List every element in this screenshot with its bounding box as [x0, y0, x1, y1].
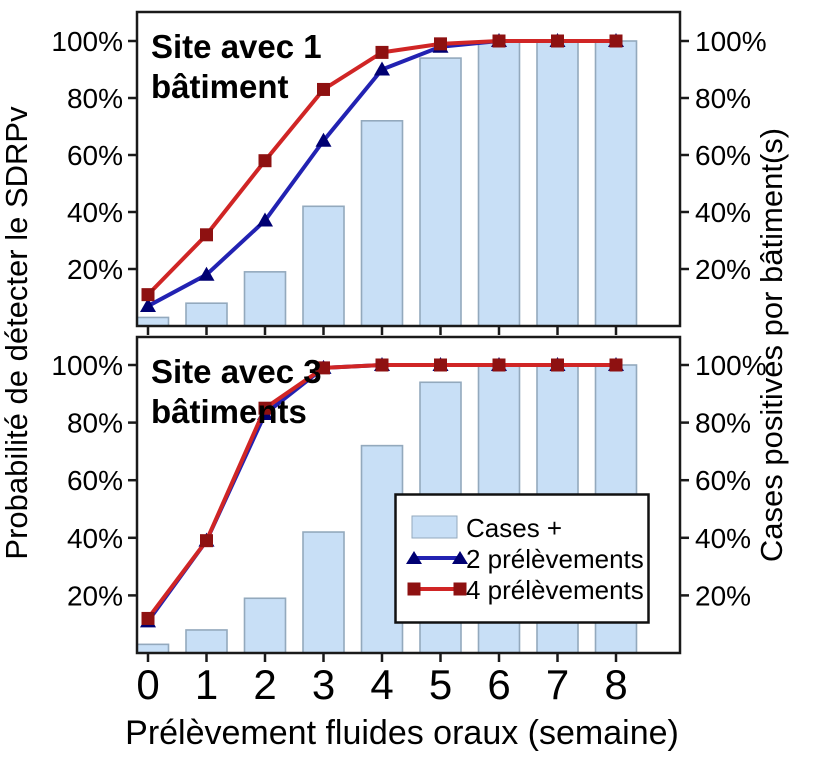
- panel2-ytick-label-right-100: 100%: [695, 350, 767, 381]
- x-tick-label-1: 1: [195, 661, 218, 708]
- panel1-bar-week2: [243, 271, 287, 326]
- x-tick-label-8: 8: [604, 661, 627, 708]
- x-tick-label-2: 2: [253, 661, 276, 708]
- panel1-square-marker-week1: [200, 228, 213, 242]
- panel1-ytick-label-left-100: 100%: [51, 26, 123, 57]
- y-axis-right-title: Cases positives por bâtiment(s): [754, 128, 789, 562]
- panel1-ytick-label-left-20: 20%: [67, 254, 123, 285]
- panel1-bar-week4: [360, 120, 404, 326]
- panel2-ytick-label-right-60: 60%: [695, 465, 751, 496]
- panel1-title-line1: Site avec 1: [151, 28, 322, 65]
- panel1-square-marker-week4: [375, 45, 389, 59]
- panel1-bar-week0: [137, 316, 170, 326]
- panel1-square-marker-week8: [609, 34, 623, 48]
- legend-label-cases: Cases +: [466, 513, 562, 543]
- panel1-square-marker-week0: [141, 288, 155, 302]
- panel1-bar-week6: [477, 40, 521, 326]
- panel1-square-marker-week2: [258, 154, 272, 168]
- panel2-ytick-label-right-80: 80%: [695, 408, 751, 439]
- panel2-title-line2: bâtiments: [151, 393, 307, 430]
- legend: Cases + 2 prélèvements 4 prélèvements: [394, 493, 650, 624]
- panel1-series-4-prelevements: [141, 34, 623, 302]
- panel2-bar-week1: [185, 629, 228, 653]
- legend-triangle-marker-right: [452, 551, 468, 564]
- panel2-ytick-label-right-40: 40%: [695, 523, 751, 554]
- panel2-square-marker-week3: [317, 361, 330, 375]
- panel1-bars: [137, 40, 638, 326]
- panel1-ytick-label-right-40: 40%: [695, 197, 751, 228]
- panel2-frame: [135, 335, 682, 655]
- panel1-triangle-marker-week4: [374, 61, 390, 76]
- panel1-square-marker-week5: [434, 37, 447, 51]
- legend-triangle-marker-left: [406, 551, 422, 564]
- panel1-title-line2: bâtiment: [151, 68, 289, 105]
- legend-square-marker-right: [453, 582, 467, 596]
- panel1: 20% 20% 40% 40% 60% 60% 80% 80% 100% 100%: [51, 26, 767, 335]
- legend-square-marker-left: [407, 582, 421, 596]
- panel1-square-marker-week6: [492, 34, 506, 48]
- x-axis-title: Prélèvement fluides oraux (semaine): [125, 714, 679, 752]
- y-axis-left-title: Probabilité de détecter le SDRPv: [0, 106, 34, 560]
- panel2-bar-week2: [243, 597, 287, 653]
- panel1-ytick-label-right-60: 60%: [695, 140, 751, 171]
- panel2-ytick-label-left-20: 20%: [67, 580, 123, 611]
- legend-swatch-bar: [411, 515, 458, 539]
- panel1-ytick-label-left-80: 80%: [67, 83, 123, 114]
- panel2-title-line1: Site avec 3: [151, 353, 322, 390]
- panel1-bar-week1: [185, 302, 228, 326]
- panel2-square-marker-week8: [609, 358, 623, 372]
- panel1-square-marker-week7: [551, 34, 564, 48]
- panel2-ytick-label-left-40: 40%: [67, 523, 123, 554]
- x-tick-label-3: 3: [312, 661, 335, 708]
- panel2-bar-week0: [137, 643, 170, 653]
- panel1-triangle-marker-week0: [140, 298, 156, 313]
- panel1-bar-week8: [594, 40, 638, 326]
- panel1-square-marker-week3: [317, 82, 330, 96]
- panel2-ytick-label-left-100: 100%: [51, 350, 123, 381]
- panel1-ytick-label-right-80: 80%: [695, 83, 751, 114]
- x-tick-label-6: 6: [487, 661, 510, 708]
- panel1-triangle-marker-week1: [198, 266, 215, 281]
- panel1-frame: [135, 10, 682, 328]
- panel1-ytick-label-left-60: 60%: [67, 140, 123, 171]
- panel2-ytick-label-right-20: 20%: [695, 580, 751, 611]
- panel1-bar-week5: [419, 57, 462, 326]
- panel2-square-marker-week6: [492, 358, 506, 372]
- panel2-square-marker-week7: [551, 358, 564, 372]
- x-tick-label-0: 0: [136, 661, 159, 708]
- panel2-bar-week3: [302, 531, 345, 653]
- panel1-ytick-label-left-40: 40%: [67, 197, 123, 228]
- panel2-ytick-label-left-80: 80%: [67, 408, 123, 439]
- legend-label-4-prelevements: 4 prélèvements: [466, 575, 644, 605]
- panel1-ytick-label-right-20: 20%: [695, 254, 751, 285]
- panel2-square-marker-week1: [200, 534, 213, 548]
- x-tick-label-4: 4: [370, 661, 393, 708]
- panel2-square-marker-week5: [434, 358, 447, 372]
- panel2-square-marker-week4: [375, 358, 389, 372]
- panel1-bar-week7: [536, 40, 579, 326]
- x-tick-label-7: 7: [546, 661, 569, 708]
- panel1-triangle-marker-week3: [315, 132, 332, 147]
- panel2-series-4-prelevements: [141, 358, 623, 625]
- panel2-square-marker-week2: [258, 401, 272, 415]
- panel1-ytick-label-right-100: 100%: [695, 26, 767, 57]
- panel1-bar-week3: [302, 205, 345, 326]
- legend-label-2-prelevements: 2 prélèvements: [466, 544, 644, 574]
- panel2-ytick-label-left-60: 60%: [67, 465, 123, 496]
- panel1-triangle-marker-week2: [257, 212, 273, 227]
- x-tick-label-5: 5: [429, 661, 452, 708]
- panel2-square-marker-week0: [141, 611, 155, 625]
